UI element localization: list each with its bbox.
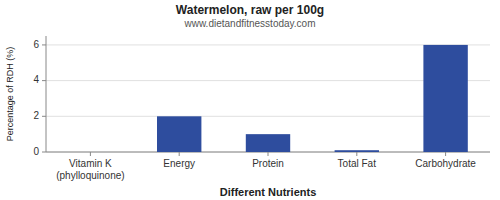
subtitle: www.dietandfitnesstoday.com xyxy=(184,18,316,29)
y-tick xyxy=(42,44,46,45)
bar xyxy=(246,134,290,152)
axes: 0 2 4 6 xyxy=(33,36,490,157)
x-tick xyxy=(268,152,269,156)
y-tick xyxy=(42,80,46,81)
bar xyxy=(68,152,112,153)
x-tick-label: Energy xyxy=(163,158,195,169)
y-tick xyxy=(42,116,46,117)
y-tick-label: 6 xyxy=(33,39,39,50)
x-tick-labels: Vitamin K(phylloquinone) Energy Protein Tot… xyxy=(56,152,476,181)
x-tick-label: Protein xyxy=(252,158,284,169)
x-tick-label: Total Fat xyxy=(338,158,377,169)
y-axis-line xyxy=(46,36,47,152)
bars xyxy=(157,45,468,152)
bar xyxy=(423,45,467,152)
x-axis-label: Different Nutrients xyxy=(220,186,317,198)
x-tick-label: Carbohydrate xyxy=(415,158,476,169)
grid xyxy=(46,45,490,152)
x-tick-label: Vitamin K(phylloquinone) xyxy=(56,158,124,181)
title: Watermelon, raw per 100g xyxy=(176,3,324,17)
x-tick xyxy=(445,152,446,156)
y-tick-label: 0 xyxy=(33,146,39,157)
bar xyxy=(335,150,379,152)
chart: Watermelon, raw per 100gwww.dietandfitne… xyxy=(0,0,500,200)
x-tick xyxy=(179,152,180,156)
bar xyxy=(157,116,201,152)
y-tick-label: 4 xyxy=(33,74,39,85)
x-tick xyxy=(90,152,91,156)
y-tick-label: 2 xyxy=(33,110,39,121)
x-tick xyxy=(356,152,357,156)
y-axis-label: Percentage of RDH (%) xyxy=(5,47,15,142)
y-tick xyxy=(42,152,46,153)
